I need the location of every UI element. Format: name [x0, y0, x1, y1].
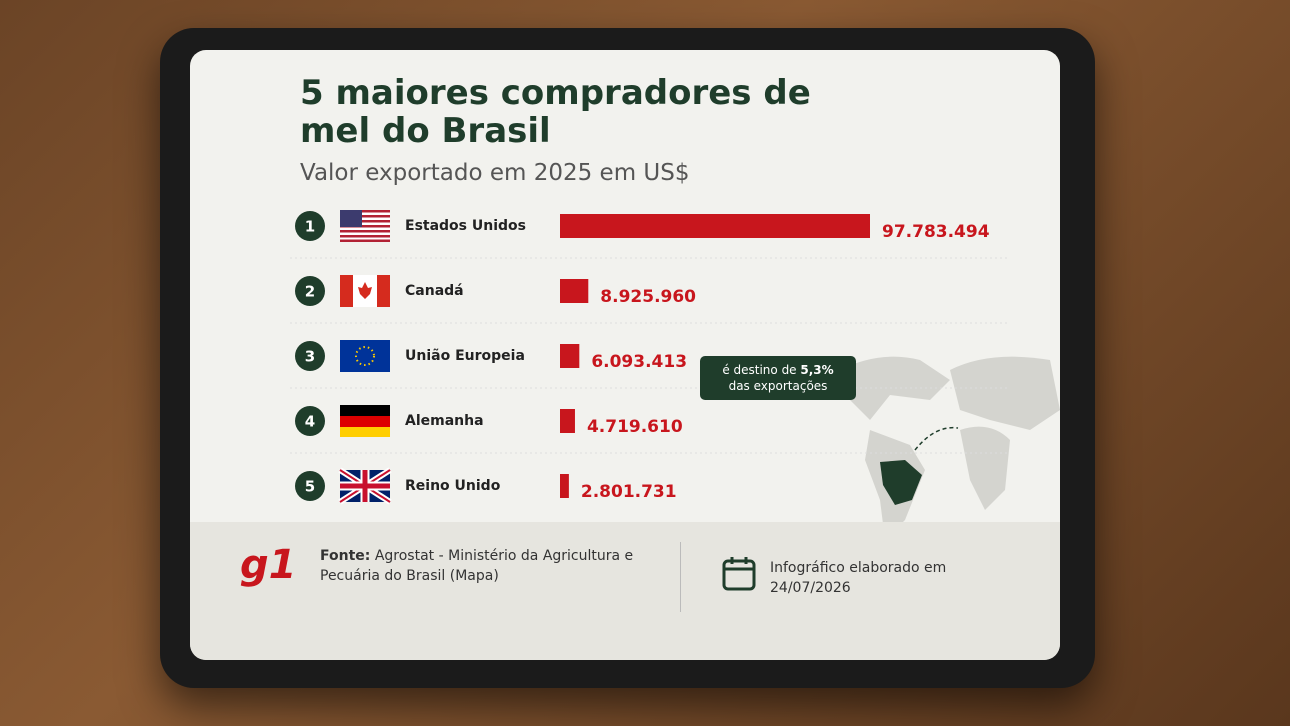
footer: g1 Fonte: Agrostat - Ministério da Agric…: [190, 522, 1060, 660]
value-label: 6.093.413: [591, 352, 687, 372]
chart-subtitle: Valor exportado em 2025 em US$: [300, 160, 690, 186]
flags: [338, 210, 392, 505]
bar: [560, 279, 589, 303]
chart-title: 5 maiores compradores de mel do Brasil: [300, 73, 811, 151]
value-label: 4.719.610: [587, 417, 683, 437]
category-label: Reino Unido: [405, 478, 501, 494]
rank-label: 2: [305, 283, 315, 301]
rank-badge: [295, 406, 325, 436]
source-label: Fonte:: [320, 548, 371, 564]
flag-de: [340, 405, 390, 437]
annotation: é destino de 5,3% das exportações: [700, 356, 856, 400]
rank-badge: [295, 471, 325, 501]
flag-ca: [340, 275, 390, 307]
annotation-highlight: 5,3%: [800, 363, 834, 377]
annotation-text-end: das exportações: [728, 379, 828, 393]
logo: g1: [240, 542, 297, 588]
annotation-text: é destino de: [722, 363, 797, 377]
rank-label: 4: [305, 413, 315, 431]
category-label: Estados Unidos: [405, 218, 526, 234]
bar: [560, 474, 569, 498]
category-label: Canadá: [405, 283, 464, 299]
rank-label: 5: [305, 478, 315, 496]
rank-label: 1: [305, 218, 315, 236]
rank-badge: [295, 341, 325, 371]
screen: 1 Estados Unidos 97.783.494 2 Canadá 8.925.96…: [190, 50, 1060, 660]
value-label: 8.925.960: [600, 287, 696, 307]
value-label: 2.801.731: [581, 482, 677, 502]
divider: [680, 542, 681, 612]
flag-us: [340, 210, 390, 242]
bar: [560, 344, 580, 368]
credit: Infográfico elaborado em 24/07/2026: [770, 560, 947, 596]
calendar-icon: [722, 557, 756, 591]
rank-badge: [295, 276, 325, 306]
flag-uk: [338, 467, 392, 505]
rank-label: 3: [305, 348, 315, 366]
rank-badge: [295, 211, 325, 241]
chart: 1 Estados Unidos 97.783.494 2 Canadá 8.925.96…: [290, 210, 1060, 540]
bar: [560, 409, 575, 433]
bar: [560, 214, 870, 238]
category-label: União Europeia: [405, 348, 525, 364]
value-label: 97.783.494: [882, 222, 990, 242]
source-text: Agrostat - Ministério da Agricultura e P…: [320, 548, 634, 584]
world-map: [840, 356, 1060, 540]
source: Fonte: Agrostat - Ministério da Agricult…: [320, 546, 650, 586]
flag-eu: [340, 340, 390, 372]
category-label: Alemanha: [405, 413, 484, 429]
